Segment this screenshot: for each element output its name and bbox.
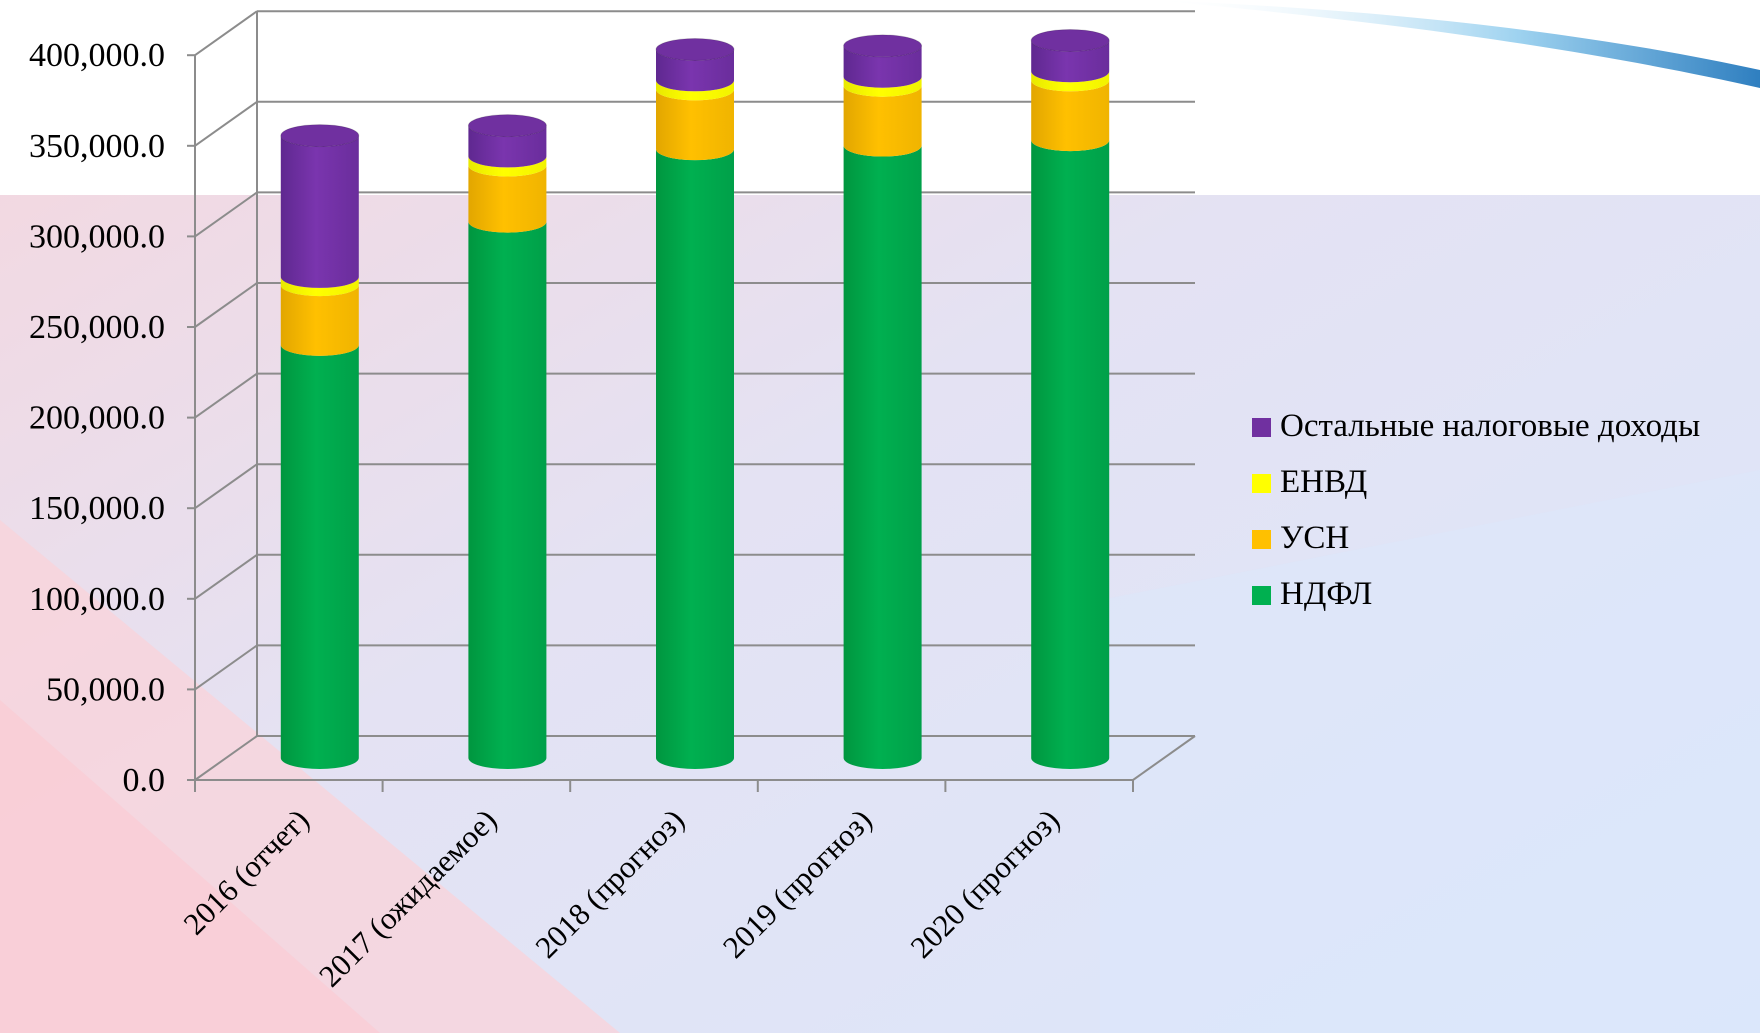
bar-segment-other <box>1031 40 1110 83</box>
gridline-side <box>194 463 258 510</box>
axes <box>187 11 1196 792</box>
x-tick-label: 2020 (прогноз) <box>903 802 1066 965</box>
legend-swatch <box>1252 586 1271 605</box>
floor-edge <box>1132 735 1196 781</box>
bar-segment-other <box>280 135 359 288</box>
legend-swatch <box>1252 530 1271 549</box>
bar-segment-other <box>656 49 734 92</box>
y-tick-label: 250,000.0 <box>29 309 165 346</box>
y-tick-labels: 0.0 50,000.0 100,000.0 150,000.0 200,000.0 25… <box>29 37 165 799</box>
bar-segment-usn <box>656 89 734 161</box>
y-tick-label: 300,000.0 <box>29 218 165 255</box>
bar-top-cap <box>467 114 547 138</box>
x-tick-label: 2018 (прогноз) <box>528 802 691 965</box>
legend-item: ЕНВД <box>1252 464 1367 500</box>
legend-label: УСН <box>1280 520 1349 556</box>
bar-segment-ndfl <box>280 344 359 770</box>
bar-stack <box>655 38 735 770</box>
bar-stack <box>843 34 923 770</box>
bar-stack <box>1030 28 1110 770</box>
y-tick-label: 50,000.0 <box>46 671 165 708</box>
bar-segment-ndfl <box>1031 140 1110 770</box>
bar-segment-envd <box>1031 71 1110 92</box>
y-tick-label: 150,000.0 <box>29 490 165 527</box>
gridline-side <box>194 100 258 147</box>
legend-label: Остальные налоговые доходы <box>1280 408 1700 444</box>
bar-segment-usn <box>843 85 922 157</box>
legend-item: УСН <box>1252 520 1349 556</box>
gridline-side <box>194 372 258 419</box>
bar-segment-envd <box>468 156 547 177</box>
gridline-side <box>194 553 258 600</box>
x-tick-label: 2017 (ожидаемое) <box>312 802 503 993</box>
x-tick-label: 2019 (прогноз) <box>716 802 879 965</box>
y-tick-label: 0.0 <box>123 762 166 799</box>
legend-swatch <box>1252 418 1271 437</box>
legend-swatch <box>1252 474 1271 493</box>
legend-label: ЕНВД <box>1280 464 1367 500</box>
gridline-side <box>194 644 258 691</box>
bar-top-cap <box>280 124 360 148</box>
x-tick-labels: 2016 (отчет)2017 (ожидаемое) 2018 (прогно… <box>176 802 1066 993</box>
y-tick-label: 200,000.0 <box>29 400 165 437</box>
bar-segment-envd <box>280 276 359 297</box>
bar-segment-ndfl <box>468 221 547 769</box>
bar-segment-other <box>843 45 922 88</box>
bar-top-cap <box>843 34 923 58</box>
bar-segment-usn <box>1031 80 1110 152</box>
legend: Остальные налоговые доходы ЕНВД УСН НДФЛ <box>1252 408 1700 612</box>
bar-segment-usn <box>280 285 359 356</box>
y-tick-label: 400,000.0 <box>29 37 165 74</box>
legend-item: Остальные налоговые доходы <box>1252 408 1700 444</box>
legend-label: НДФЛ <box>1280 576 1372 612</box>
bar-segment-envd <box>656 80 734 101</box>
bar-segment-usn <box>468 165 547 233</box>
bar-top-cap <box>1030 28 1110 52</box>
bar-segment-ndfl <box>656 149 734 770</box>
bar-segment-envd <box>843 76 922 97</box>
gridline-side <box>194 10 258 57</box>
bars <box>280 28 1110 770</box>
y-tick-label: 100,000.0 <box>29 581 165 618</box>
x-tick-label: 2016 (отчет) <box>176 802 315 941</box>
gridline-side <box>194 282 258 328</box>
bar-segment-ndfl <box>843 145 922 770</box>
bar-segment-other <box>468 125 547 168</box>
legend-item: НДФЛ <box>1252 576 1372 612</box>
bar-stack <box>467 114 547 769</box>
gridline-side <box>194 191 258 238</box>
gridline-side <box>194 735 258 781</box>
bar-top-cap <box>655 38 735 62</box>
bar-stack <box>280 124 360 770</box>
y-tick-label: 350,000.0 <box>29 128 165 165</box>
